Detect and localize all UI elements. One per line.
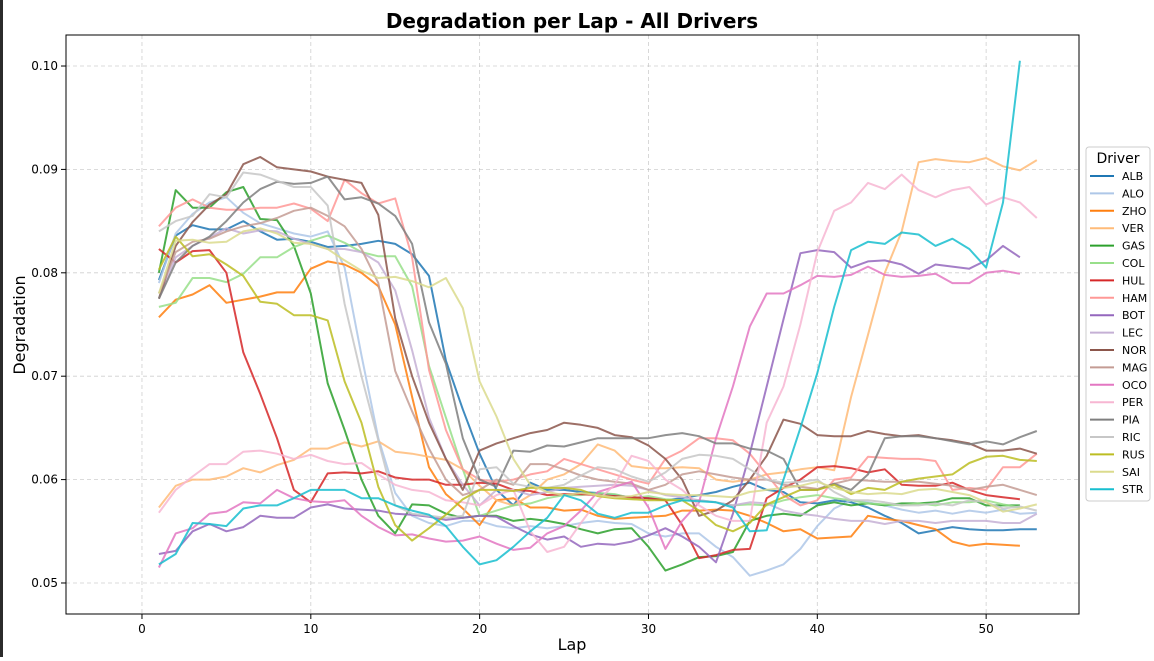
legend-label-rus: RUS [1122,448,1145,461]
x-tick-label: 20 [472,622,487,636]
axis-ticks: 0 10 20 30 40 50 0.05 0.06 0.07 0.08 0.09 0.10 [31,59,994,636]
x-tick-label: 10 [303,622,318,636]
legend-label-col: COL [1122,257,1145,270]
x-tick-label: 30 [641,622,656,636]
legend-label-ric: RIC [1122,431,1141,444]
y-tick-label: 0.10 [31,59,58,73]
legend-box [1085,146,1151,502]
y-tick-label: 0.05 [31,576,58,590]
series-line-mag [157,206,1038,497]
legend-label-lec: LEC [1122,327,1143,340]
legend-label-gas: GAS [1122,240,1145,253]
legend-label-ham: HAM [1122,292,1147,305]
legend-label-alo: ALO [1122,187,1144,200]
legend-label-ver: VER [1122,222,1144,235]
series-line-oco [158,265,1021,568]
y-axis-label: Degradation [10,275,29,374]
legend-label-pia: PIA [1122,414,1140,427]
y-tick-label: 0.08 [31,266,58,280]
legend-title: Driver [1096,151,1139,167]
series-line-ric [158,171,1038,519]
series-line-ham [158,178,1038,507]
series-line-alo [157,196,1037,577]
window-edge [0,0,3,657]
y-tick-label: 0.07 [31,369,58,383]
plot-area-frame [65,34,1080,615]
series-line-per [158,173,1038,553]
legend-items: ALB ALO ZHO VER GAS COL HUL HAM BOT LEC NOR MAG OCO P… [1090,170,1147,496]
legend: Driver ALB ALO ZHO VER GAS COL HUL HAM BOT LEC NOR… [1085,146,1151,502]
series-lines [157,60,1038,577]
series-line-pia [157,175,1038,491]
legend-label-zho: ZHO [1122,205,1147,218]
series-line-ver [158,157,1038,509]
series-line-sai [157,227,1038,513]
legend-label-per: PER [1122,396,1144,409]
series-line-lec [157,227,1038,525]
legend-label-str: STR [1122,483,1144,496]
y-tick-label: 0.09 [31,162,58,176]
legend-label-mag: MAG [1122,361,1147,374]
series-line-nor [157,156,1038,517]
legend-label-alb: ALB [1122,170,1143,183]
legend-label-sai: SAI [1122,466,1140,479]
y-tick-label: 0.06 [31,473,58,487]
legend-label-oco: OCO [1122,379,1147,392]
legend-label-bot: BOT [1122,309,1145,322]
chart-title: Degradation per Lap - All Drivers [386,9,758,33]
legend-label-hul: HUL [1122,274,1145,287]
x-tick-label: 50 [979,622,994,636]
x-axis-label: Lap [558,635,587,654]
series-line-bot [158,244,1021,564]
x-tick-label: 0 [138,622,146,636]
legend-label-nor: NOR [1122,344,1147,357]
x-tick-label: 40 [810,622,825,636]
series-line-str [158,60,1021,566]
